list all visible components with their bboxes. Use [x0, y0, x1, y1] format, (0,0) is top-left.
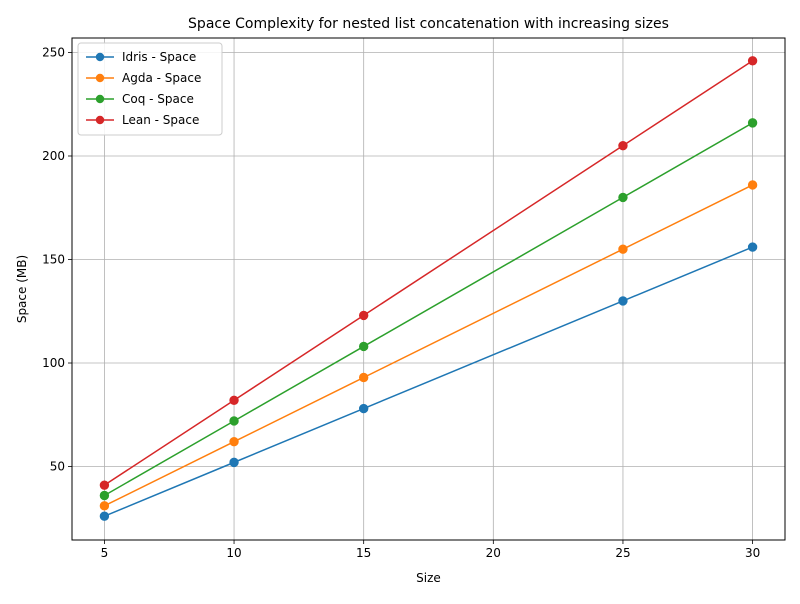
data-point	[747, 118, 758, 128]
legend-swatch-marker	[95, 94, 105, 104]
data-point	[747, 180, 758, 190]
series-lean	[99, 56, 758, 490]
data-point	[747, 56, 758, 66]
data-point	[358, 310, 369, 321]
legend-swatch-marker	[95, 115, 105, 125]
y-tick-label: 150	[42, 253, 65, 267]
data-point	[618, 192, 628, 203]
data-point	[99, 480, 110, 490]
legend-swatch-marker	[95, 52, 105, 62]
data-point	[99, 501, 110, 511]
legend-label: Agda - Space	[122, 71, 201, 85]
x-tick-label: 20	[486, 546, 501, 560]
legend-label: Idris - Space	[122, 50, 196, 64]
x-axis-title: Size	[416, 571, 441, 585]
ticks: 5 10 15 20 25 30 50 100 150 200 250	[42, 45, 760, 560]
legend-item: Coq - Space	[86, 92, 194, 106]
data-point	[358, 403, 369, 414]
data-point	[229, 457, 239, 468]
data-point	[99, 490, 110, 501]
data-point	[747, 242, 758, 252]
data-point	[229, 416, 239, 426]
data-point	[99, 511, 110, 521]
data-point	[229, 436, 239, 447]
data-point	[358, 372, 369, 383]
legend-item: Agda - Space	[86, 71, 201, 85]
y-tick-label: 50	[50, 460, 65, 474]
x-tick-label: 5	[101, 546, 109, 560]
data-point	[618, 296, 628, 306]
legend-item: Lean - Space	[86, 113, 199, 127]
y-tick-label: 200	[42, 149, 65, 163]
data-point	[229, 395, 239, 405]
legend-label: Coq - Space	[122, 92, 194, 106]
x-tick-label: 30	[745, 546, 760, 560]
x-tick-label: 10	[226, 546, 241, 560]
series-coq	[99, 118, 758, 501]
legend-label: Lean - Space	[122, 113, 199, 127]
legend: Idris - Space Agda - Space Coq - Space Lean…	[77, 42, 223, 136]
data-point	[618, 244, 628, 254]
legend-box	[77, 42, 223, 136]
grid	[72, 38, 785, 540]
chart-title: Space Complexity for nested list concate…	[188, 16, 669, 32]
data-point	[358, 341, 369, 352]
series-idris	[99, 242, 758, 521]
y-tick-label: 250	[42, 45, 65, 59]
plot-frame	[71, 37, 786, 541]
x-tick-label: 25	[615, 546, 630, 560]
data-point	[618, 140, 628, 151]
legend-swatch-marker	[95, 73, 105, 83]
x-tick-label: 15	[356, 546, 371, 560]
series-group	[99, 56, 758, 521]
series-agda	[99, 180, 758, 511]
y-tick-label: 100	[42, 356, 65, 370]
legend-item: Idris - Space	[86, 50, 196, 64]
y-axis-title: Space (MB)	[15, 255, 29, 323]
